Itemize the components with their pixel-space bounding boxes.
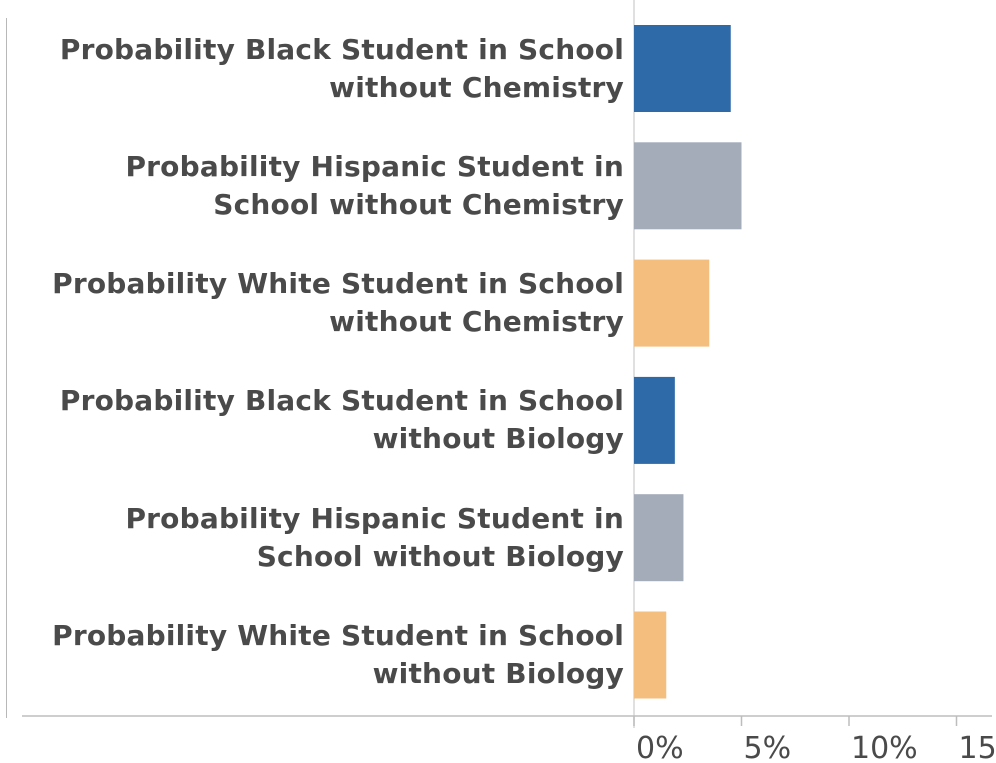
category-label-line: Probability White Student in School xyxy=(52,619,624,652)
category-label-line: without Chemistry xyxy=(329,305,624,339)
category-label-6: Probability White Student in School witho… xyxy=(4,617,624,693)
category-label-4: Probability Black Student in School witho… xyxy=(4,382,624,458)
x-tick-label: 15% xyxy=(959,731,996,763)
category-label-line: Probability Hispanic Student in xyxy=(125,501,624,535)
category-label-line: without Biology xyxy=(372,422,624,456)
bar-1 xyxy=(634,25,731,112)
bar-2 xyxy=(634,142,742,230)
bar-3 xyxy=(634,259,710,347)
category-label-2: Probability Hispanic Student in School wi… xyxy=(4,148,624,224)
category-label-1: Probability Black Student in School witho… xyxy=(4,31,624,107)
category-label-line: without Chemistry xyxy=(329,70,624,104)
x-tick-label: 0% xyxy=(636,731,684,763)
category-label-line: School without Biology xyxy=(256,539,624,573)
bar-5 xyxy=(634,494,684,582)
left-frame-line xyxy=(6,18,7,718)
category-label-line: School without Chemistry xyxy=(213,187,624,221)
category-label-line: Probability Black Student in School xyxy=(59,32,624,66)
category-label-line: Probability White Student in School xyxy=(52,267,624,301)
category-label-line: without Biology xyxy=(372,657,624,690)
category-label-5: Probability Hispanic Student in School wi… xyxy=(4,500,624,576)
bar-6 xyxy=(634,611,667,699)
category-label-line: Probability Black Student in School xyxy=(59,384,624,418)
x-tick-label: 10% xyxy=(851,731,918,763)
category-label-3: Probability White Student in School witho… xyxy=(4,265,624,341)
category-label-line: Probability Hispanic Student in xyxy=(125,149,624,183)
bar-4 xyxy=(634,376,675,464)
x-tick-label: 5% xyxy=(744,731,792,763)
